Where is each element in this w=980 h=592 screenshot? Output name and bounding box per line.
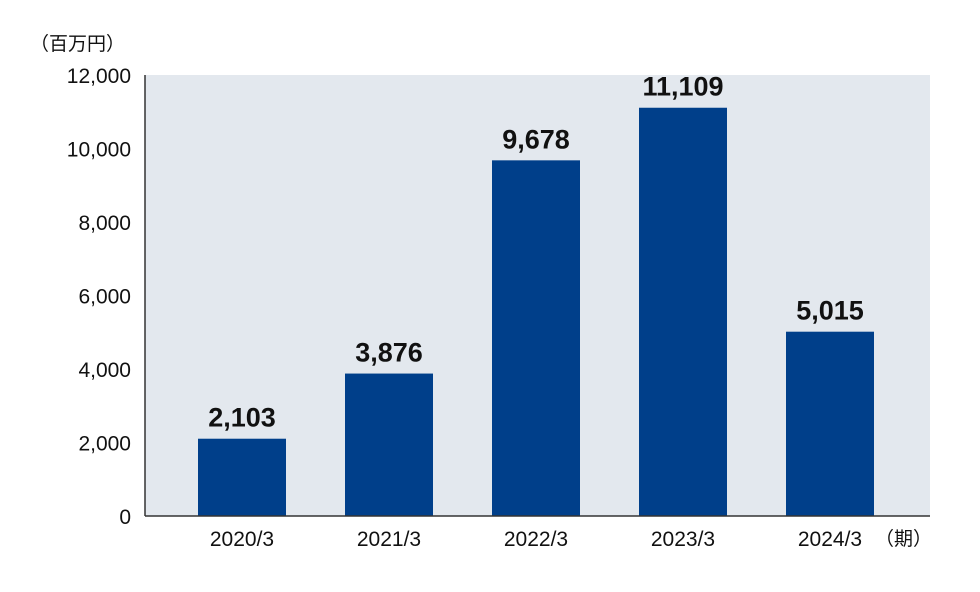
y-tick-labels-group: 0 2,000 4,000 6,000 8,000 10,000 12,000 bbox=[67, 65, 131, 529]
bar-2022-3 bbox=[492, 160, 580, 516]
value-label: 5,015 bbox=[796, 296, 864, 326]
x-tick-label: 2023/3 bbox=[651, 528, 715, 551]
value-label: 9,678 bbox=[502, 124, 570, 154]
y-tick-label: 6,000 bbox=[78, 286, 131, 309]
bar-2024-3 bbox=[786, 331, 874, 516]
x-tick-label: 2022/3 bbox=[504, 528, 568, 551]
x-unit-label: （期） bbox=[875, 528, 932, 550]
x-tick-label: 2024/3 bbox=[798, 528, 862, 551]
value-label: 2,103 bbox=[208, 403, 276, 433]
y-tick-label: 4,000 bbox=[78, 359, 131, 382]
y-tick-label: 8,000 bbox=[78, 212, 131, 235]
bar-2020-3 bbox=[198, 438, 286, 516]
y-tick-label: 12,000 bbox=[67, 65, 131, 88]
bar-2021-3 bbox=[345, 373, 433, 516]
x-tick-labels-group: 2020/3 2021/3 2022/3 2023/3 2024/3 bbox=[210, 528, 862, 551]
y-unit-label: （百万円） bbox=[30, 33, 125, 55]
value-label: 3,876 bbox=[355, 338, 423, 368]
x-tick-label: 2021/3 bbox=[357, 528, 421, 551]
y-tick-label: 10,000 bbox=[67, 139, 131, 162]
bars-group bbox=[198, 107, 874, 516]
value-labels-group: 2,103 3,876 9,678 11,109 5,015 bbox=[208, 72, 864, 433]
y-tick-label: 0 bbox=[119, 506, 131, 529]
value-label: 11,109 bbox=[642, 72, 723, 102]
x-tick-label: 2020/3 bbox=[210, 528, 274, 551]
bar-2023-3 bbox=[639, 107, 727, 516]
y-tick-label: 2,000 bbox=[78, 433, 131, 456]
